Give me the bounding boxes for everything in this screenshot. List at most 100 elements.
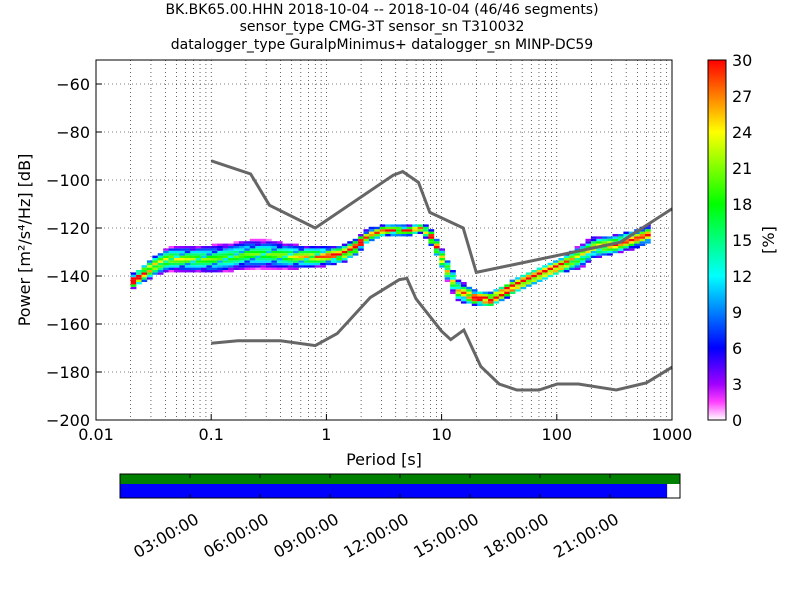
ppsd-cell	[385, 229, 391, 232]
ppsd-cell	[255, 255, 261, 258]
ppsd-cell	[482, 291, 489, 294]
ppsd-cell	[450, 277, 456, 280]
new-high-noise-model-line	[210, 159, 673, 275]
ppsd-cell	[157, 270, 164, 273]
ppsd-cell	[298, 260, 305, 263]
ppsd-cell	[482, 294, 489, 297]
ppsd-cell	[417, 231, 424, 234]
ppsd-cell	[293, 267, 299, 270]
ppsd-cell	[493, 298, 500, 302]
ppsd-cell	[309, 262, 316, 266]
ppsd-cell	[211, 253, 218, 256]
ppsd-cell	[255, 262, 261, 266]
ppsd-cell	[520, 286, 527, 290]
ppsd-cell	[260, 238, 267, 242]
ppsd-cell	[423, 226, 429, 230]
ppsd-cell	[271, 262, 278, 266]
ppsd-cell	[607, 248, 613, 251]
ppsd-cell	[173, 262, 180, 266]
ppsd-cell	[190, 255, 196, 258]
ppsd-cell	[152, 270, 159, 273]
ppsd-cell	[266, 243, 272, 246]
ppsd-cell	[184, 253, 191, 256]
ppsd-cell	[455, 282, 462, 285]
ppsd-cell	[303, 260, 310, 263]
colorbar-tick-label: 15	[732, 231, 752, 250]
ppsd-cell	[428, 231, 435, 234]
ppsd-cell	[531, 274, 538, 278]
ppsd-cell	[596, 253, 603, 256]
ppsd-cell	[228, 267, 234, 270]
ppsd-cell	[260, 243, 267, 246]
ppsd-cell	[374, 236, 381, 239]
ppsd-cell	[201, 265, 207, 268]
ppsd-cell	[238, 253, 245, 256]
ppsd-cell	[222, 262, 229, 266]
ppsd-cell	[293, 248, 299, 251]
ppsd-cell	[157, 265, 164, 268]
ppsd-cell	[157, 255, 164, 258]
ppsd-cell	[282, 246, 288, 249]
ppsd-cell	[168, 258, 175, 261]
ppsd-cell	[395, 226, 402, 230]
ppsd-cell	[498, 298, 505, 302]
ppsd-cell	[287, 246, 294, 249]
ppsd-cell	[211, 260, 218, 263]
ppsd-cell	[282, 243, 288, 246]
ppsd-cell	[276, 262, 283, 266]
ppsd-cell	[163, 250, 169, 254]
ppsd-cell	[163, 265, 169, 268]
ppsd-cell	[612, 246, 619, 249]
ppsd-cell	[331, 255, 337, 258]
ppsd-cell	[168, 255, 175, 258]
ppsd-cell	[504, 286, 510, 290]
ppsd-cell	[395, 231, 402, 234]
ppsd-cell	[190, 250, 196, 254]
ppsd-cell	[450, 274, 456, 278]
ppsd-cell	[347, 246, 353, 249]
ppsd-cell	[412, 229, 418, 232]
ppsd-cell	[136, 279, 142, 282]
ppsd-cell	[206, 246, 213, 249]
ppsd-cell	[271, 258, 278, 261]
ppsd-cell	[228, 250, 234, 254]
ppsd-cell	[466, 294, 473, 297]
ppsd-cell	[585, 258, 592, 261]
ppsd-cell	[195, 262, 202, 266]
ppsd-cell	[325, 258, 332, 261]
ppsd-cell	[493, 296, 500, 299]
ppsd-cell	[244, 246, 251, 249]
ppsd-cell	[504, 289, 510, 292]
ppsd-cell	[309, 250, 316, 254]
ppsd-cell	[130, 274, 137, 278]
ppsd-cell	[439, 260, 446, 263]
ppsd-cell	[525, 277, 532, 280]
ppsd-cell	[558, 258, 565, 261]
ppsd-cell	[276, 255, 283, 258]
ppsd-cell	[623, 243, 630, 246]
ppsd-cell	[347, 243, 353, 246]
ppsd-cell	[336, 260, 343, 263]
ppsd-cell	[401, 229, 408, 232]
ppsd-cell	[325, 253, 332, 256]
ppsd-cell	[146, 272, 153, 275]
ppsd-cell	[206, 267, 213, 270]
ppsd-cell	[130, 282, 137, 285]
ppsd-cell	[617, 238, 624, 242]
ppsd-cell	[173, 265, 180, 268]
ppsd-cell	[228, 253, 234, 256]
ppsd-cell	[228, 262, 234, 266]
ppsd-cell	[596, 250, 603, 254]
ppsd-cell	[282, 250, 288, 254]
ppsd-cell	[287, 267, 294, 270]
ppsd-cell	[634, 236, 640, 239]
ppsd-cell	[152, 255, 159, 258]
ppsd-cell	[303, 258, 310, 261]
ppsd-cell	[287, 248, 294, 251]
ppsd-cell	[282, 265, 288, 268]
ppsd-cell	[488, 301, 494, 304]
ppsd-cell	[206, 248, 213, 251]
ppsd-cell	[228, 270, 234, 273]
ppsd-cell	[466, 301, 473, 304]
ppsd-cell	[645, 226, 651, 230]
